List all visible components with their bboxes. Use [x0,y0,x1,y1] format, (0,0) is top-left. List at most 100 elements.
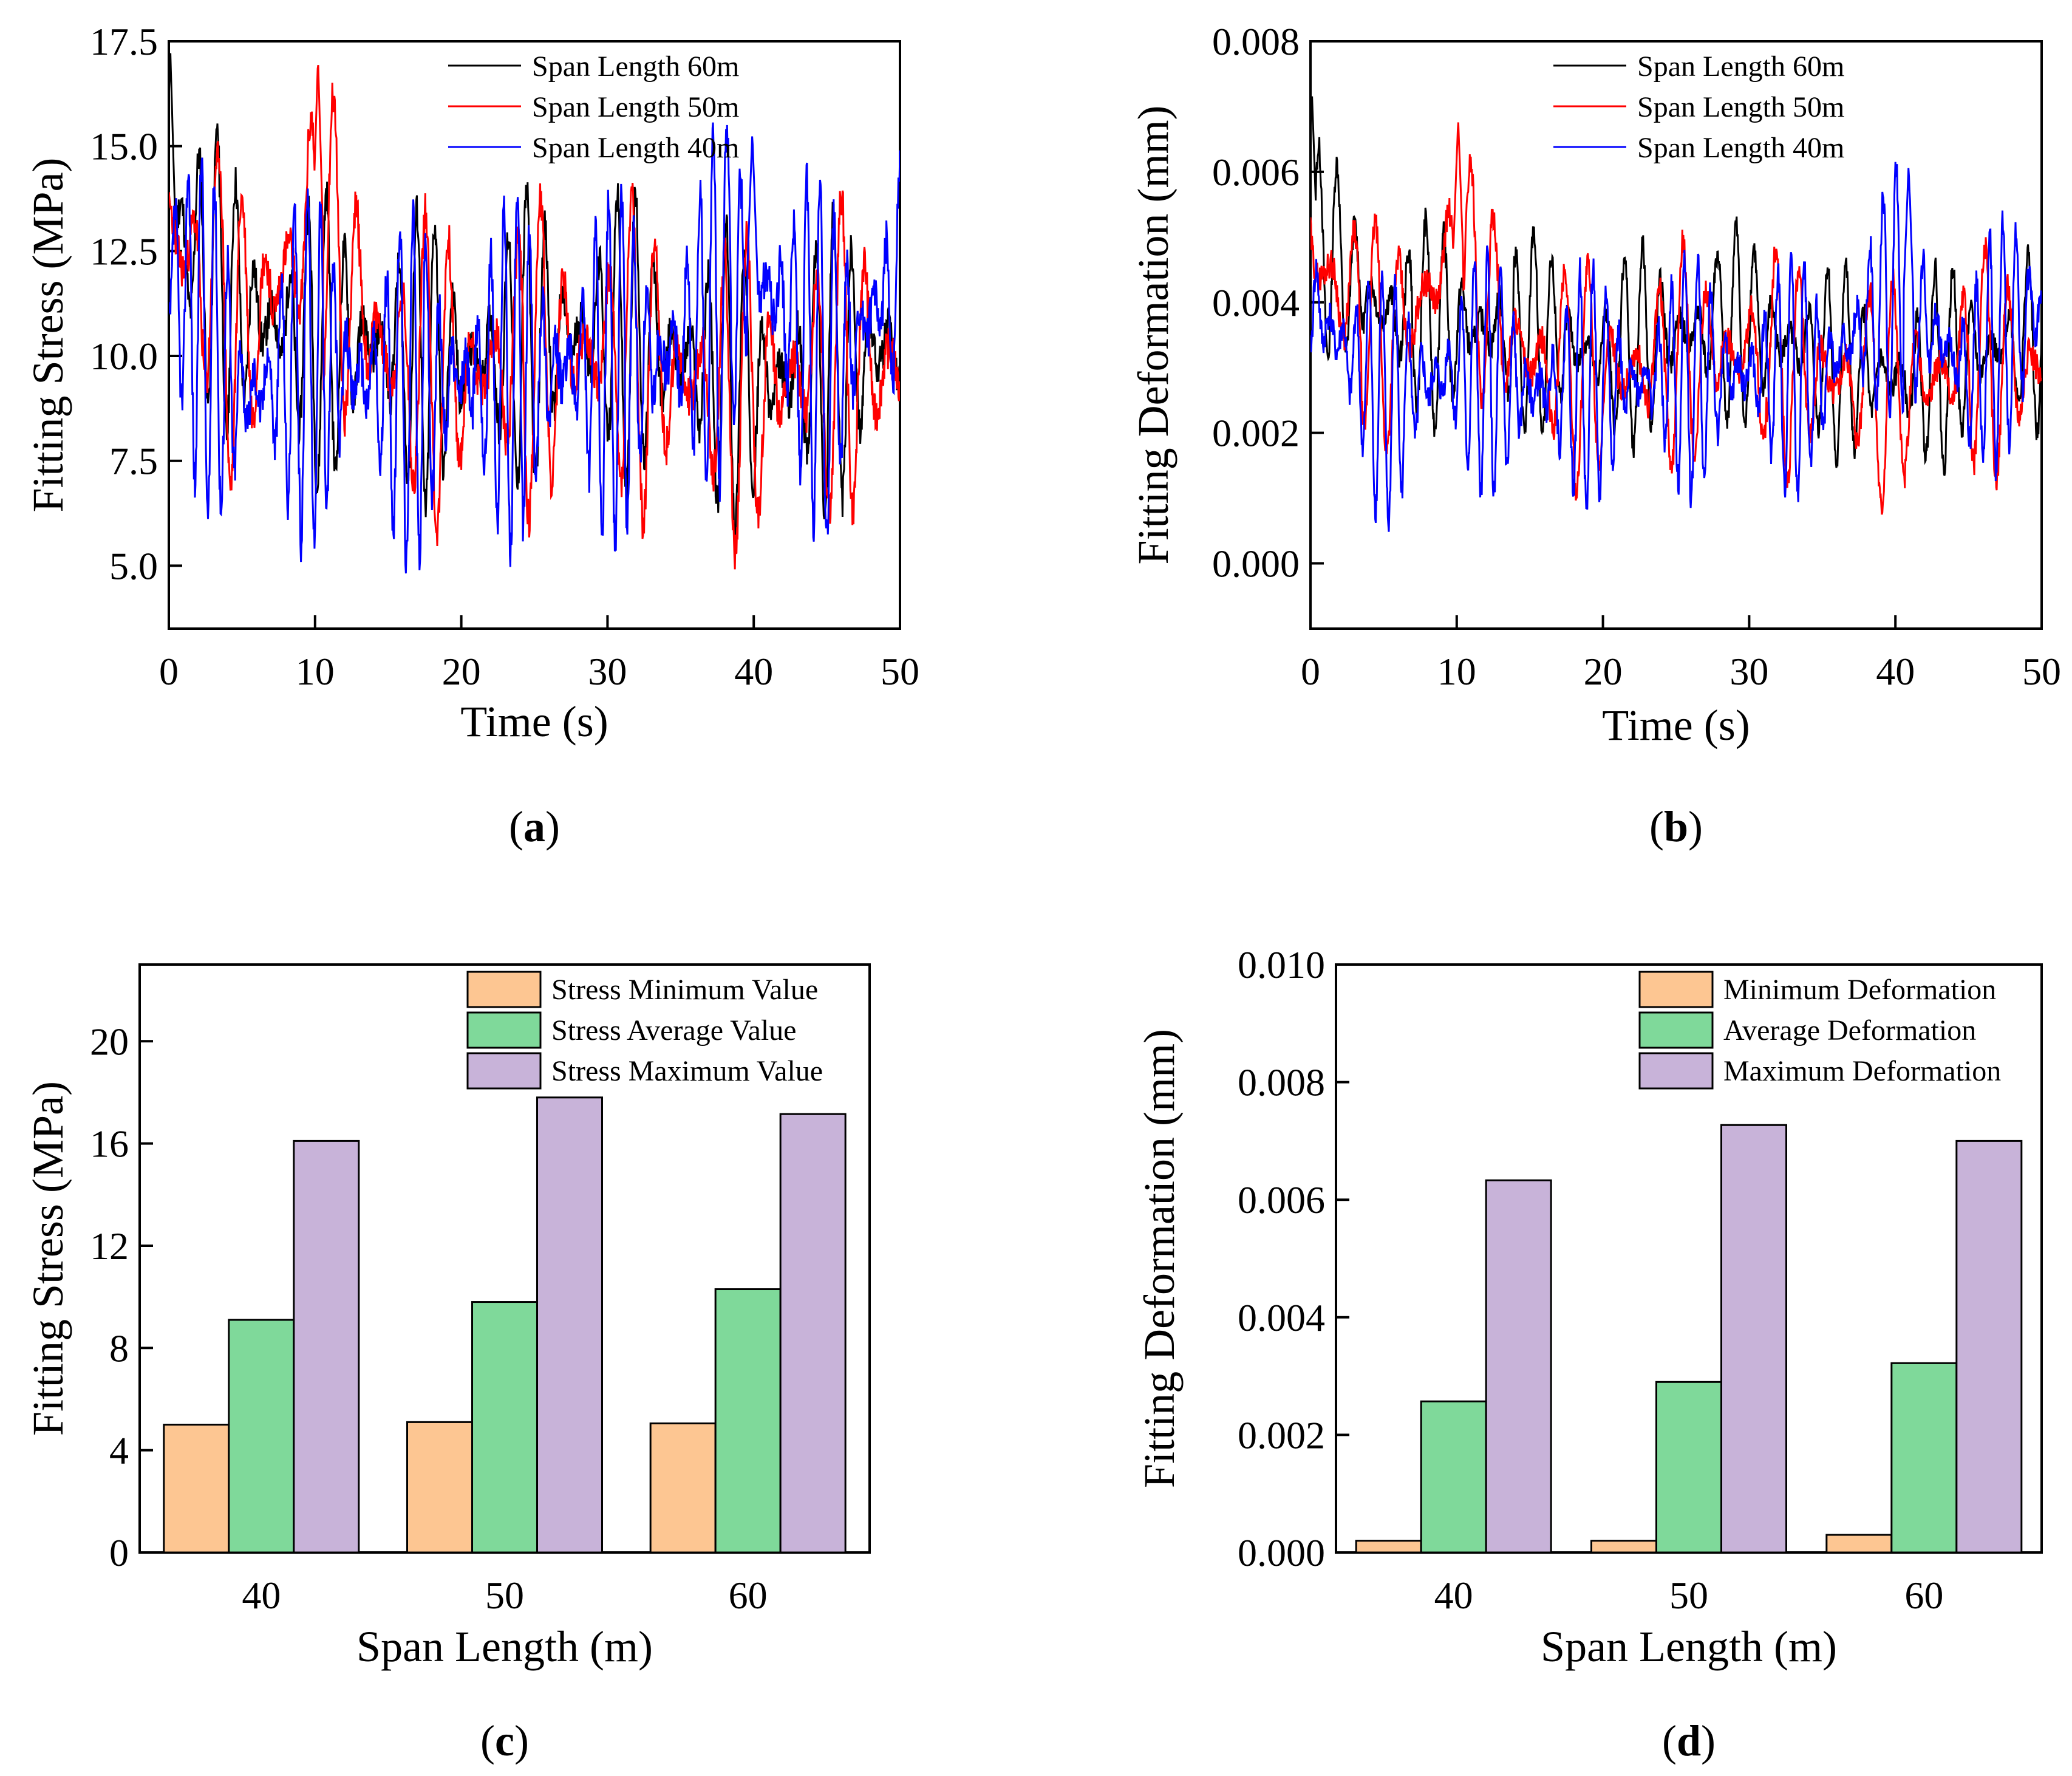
legend-swatch [1638,1052,1714,1090]
bar-40-average-deformation [1420,1400,1487,1554]
bar-50-stress-maximum-value [536,1096,603,1554]
x-tick-label: 30 [588,650,627,693]
panel-label-close: ) [1701,1716,1716,1765]
x-tick-label: 20 [442,650,481,693]
legend-label: Span Length 50m [532,91,739,123]
panel-label-open: ( [480,1716,495,1765]
x-tick-label: 10 [1437,650,1476,693]
bar-60-maximum-deformation [1955,1139,2023,1554]
panel-label-open: ( [1662,1716,1677,1765]
bar-40-minimum-deformation [1355,1540,1422,1554]
x-tick-label: 10 [296,650,335,693]
legend-label: Stress Average Value [551,1014,796,1047]
series-line-span-length-40m [1310,162,2042,532]
y-axis-title: Fitting Deformation (mm) [1129,106,1177,565]
y-tick-label: 0.000 [1212,542,1300,586]
y-tick-label: 12.5 [90,230,158,273]
y-tick-label: 0.000 [1238,1531,1325,1574]
panel-label-close: ) [1688,802,1703,851]
x-tick-label: 50 [881,650,919,693]
legend-label: Span Length 60m [532,50,739,83]
panel-label-letter: d [1677,1716,1701,1765]
y-tick-label: 8 [109,1327,129,1370]
legend-label: Span Length 40m [532,132,739,164]
legend-swatch [466,971,542,1008]
bar-40-stress-maximum-value [293,1139,360,1554]
legend-swatch [466,1011,542,1049]
x-tick-label: 0 [1301,650,1320,693]
legend-swatch [466,1052,542,1090]
x-tick-label: 0 [159,650,179,693]
x-tick-label: 30 [1730,650,1768,693]
y-axis-title: Fitting Stress (MPa) [24,157,72,512]
y-tick-label: 5.0 [109,544,158,587]
panel-label-close: ) [545,802,560,851]
x-tick-label: 40 [1876,650,1915,693]
x-tick-label: 40 [734,650,773,693]
y-tick-label: 0.008 [1238,1061,1325,1104]
panel-label-open: ( [509,802,523,851]
x-tick-label: 50 [485,1574,524,1617]
legend-label: Span Length 40m [1637,132,1844,164]
panel-c: 0 4 8 12 16 20 40 50 60 Stress Minimum Value Stres… [24,963,871,1765]
panel-label-open: ( [1649,802,1664,851]
x-axis-title: Span Length (m) [1541,1622,1837,1671]
bar-40-stress-average-value [228,1319,295,1554]
y-tick-label: 16 [90,1122,129,1166]
panel-d: 0.000 0.002 0.004 0.006 0.008 0.010 40 50 60 Mini… [1135,943,2043,1765]
y-tick-label: 0.008 [1212,20,1300,63]
bar-50-stress-minimum-value [406,1421,473,1554]
panel-label-letter: c [495,1716,514,1765]
plot-frame [168,40,901,630]
y-axis-title: Fitting Stress (MPa) [24,1081,72,1436]
legend-label: Stress Minimum Value [551,974,818,1006]
y-tick-label: 12 [90,1224,129,1268]
bar-40-stress-minimum-value [163,1424,230,1554]
y-tick-label: 0.002 [1212,412,1300,455]
x-tick-label: 40 [1434,1574,1473,1617]
panel-label-letter: b [1664,802,1688,851]
panel-b: 0.000 0.002 0.004 0.006 0.008 0 10 20 30 40 50 Span… [1129,20,2061,851]
bar-60-stress-average-value [714,1288,782,1554]
panel-label-c: (c) [480,1716,529,1765]
bar-50-average-deformation [1655,1381,1722,1554]
x-tick-label: 50 [1669,1574,1708,1617]
x-axis-title: Span Length (m) [356,1622,653,1671]
series-line-span-length-40m [169,122,900,574]
series-line-span-length-50m [169,64,900,570]
x-tick-label: 50 [2022,650,2061,693]
bar-50-maximum-deformation [1720,1124,1787,1554]
bar-40-maximum-deformation [1485,1179,1552,1554]
bar-50-minimum-deformation [1590,1540,1657,1554]
x-tick-label: 60 [729,1574,768,1617]
x-axis-title: Time (s) [1602,701,1750,750]
legend-label: Stress Maximum Value [551,1055,823,1087]
y-tick-label: 20 [90,1020,129,1063]
x-tick-label: 20 [1584,650,1623,693]
legend-label: Span Length 60m [1637,50,1844,83]
legend-label: Minimum Deformation [1723,974,1996,1006]
legend-swatch [1638,971,1714,1008]
x-axis-title: Time (s) [460,697,608,746]
panel-label-a: (a) [509,802,560,851]
panel-label-d: (d) [1662,1716,1716,1765]
y-tick-label: 17.5 [90,20,158,63]
bar-60-stress-minimum-value [649,1422,717,1554]
y-axis-title: Fitting Deformation (mm) [1135,1029,1184,1488]
x-tick-label: 60 [1904,1574,1943,1617]
y-tick-label: 7.5 [109,440,158,483]
panel-a: 5.0 7.5 10.0 12.5 15.0 17.5 0 10 20 30 40 50 Span Le… [24,20,919,851]
y-tick-label: 0.006 [1238,1178,1325,1221]
panel-label-close: ) [514,1716,529,1765]
bar-60-minimum-deformation [1825,1534,1893,1554]
y-tick-label: 4 [109,1429,129,1472]
y-tick-label: 0.004 [1238,1296,1325,1339]
bar-60-average-deformation [1890,1362,1958,1554]
y-tick-label: 15.0 [90,125,158,168]
y-tick-label: 10.0 [90,335,158,378]
bar-50-stress-average-value [471,1301,538,1554]
panel-label-b: (b) [1649,802,1703,851]
legend-label: Average Deformation [1723,1014,1976,1047]
y-tick-label: 0.010 [1238,943,1325,986]
